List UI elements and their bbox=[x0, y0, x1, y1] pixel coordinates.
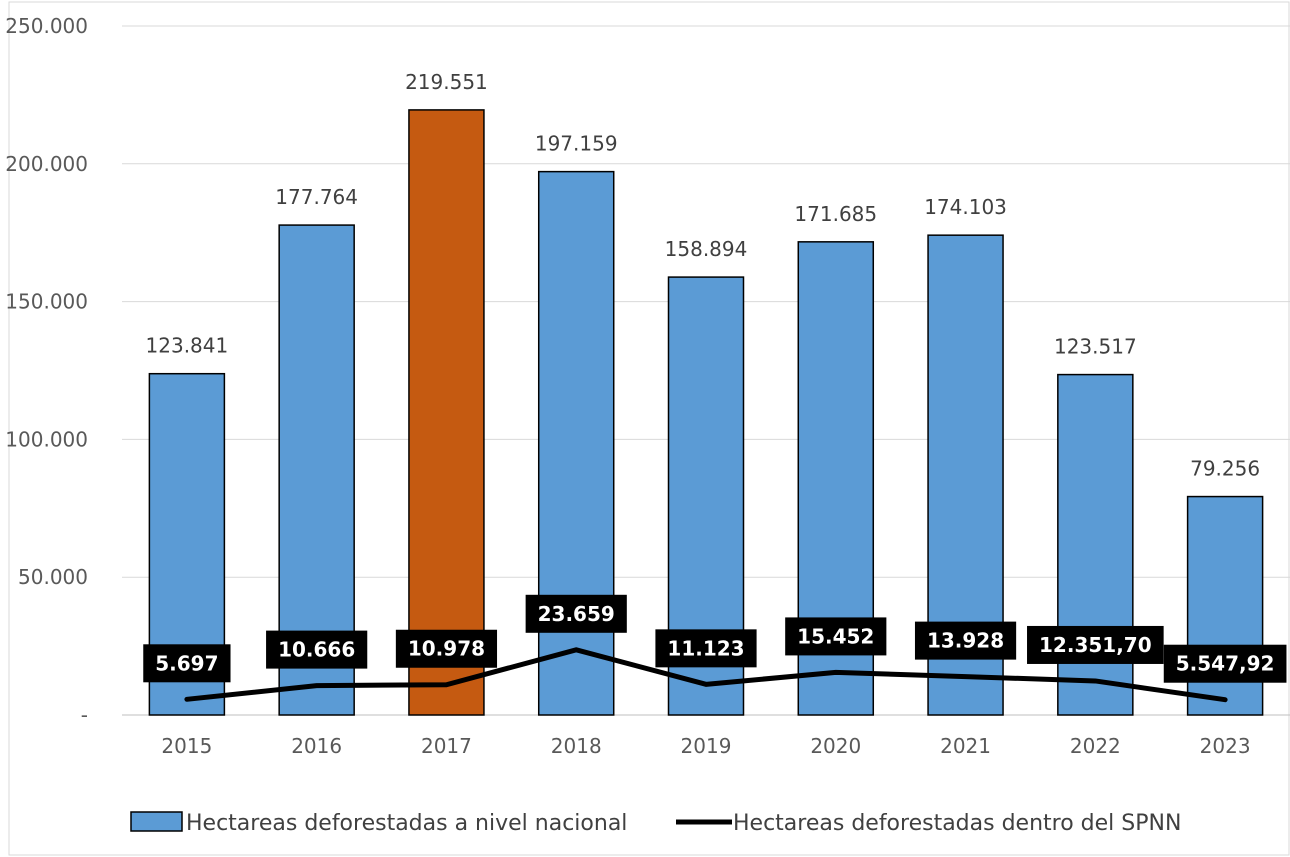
x-tick-label: 2015 bbox=[161, 734, 212, 758]
legend-swatch-bars bbox=[130, 811, 183, 832]
line-value-label: 10.666 bbox=[266, 630, 368, 669]
x-axis: 2015 2016 2017 2018 2019 2020 2021 2022 2023 bbox=[161, 734, 1250, 758]
line-label-text: 10.978 bbox=[408, 637, 485, 661]
line-value-label: 13.928 bbox=[914, 621, 1017, 660]
line-label-text: 11.123 bbox=[667, 636, 744, 660]
y-tick-label: 150.000 bbox=[5, 290, 88, 314]
x-tick-label: 2021 bbox=[940, 734, 991, 758]
line-path bbox=[184, 647, 1228, 703]
line-value-label: 5.697 bbox=[143, 644, 231, 683]
line-data-labels: 5.697 10.666 10.978 23.659 11.123 15.452 13.92… bbox=[143, 594, 1287, 683]
line-label-background bbox=[655, 629, 757, 668]
legend-label-line: Hectareas deforestadas dentro del SPNN bbox=[733, 811, 1181, 836]
x-tick-label: 2017 bbox=[421, 734, 472, 758]
legend: Hectareas deforestadas a nivel nacional … bbox=[130, 811, 1181, 836]
line-label-text: 23.659 bbox=[538, 602, 615, 626]
line-label-background bbox=[1163, 644, 1287, 683]
x-tick-label: 2016 bbox=[291, 734, 342, 758]
line-value-label: 5.547,92 bbox=[1163, 644, 1287, 683]
line-value-label: 15.452 bbox=[785, 617, 887, 656]
bar-data-labels: 123.841 177.764 219.551 197.159 158.894 171.6… bbox=[146, 70, 1261, 481]
line-value-label: 10.978 bbox=[395, 629, 498, 668]
line-label-background bbox=[143, 644, 231, 683]
x-tick-label: 2019 bbox=[681, 734, 732, 758]
line-label-text: 15.452 bbox=[797, 624, 874, 648]
y-tick-label: - bbox=[81, 703, 88, 727]
bar-value-label: 219.551 bbox=[405, 70, 488, 94]
line-label-text: 13.928 bbox=[927, 629, 1004, 653]
line-label-text: 5.697 bbox=[155, 651, 218, 675]
bar-value-label: 197.159 bbox=[535, 132, 618, 156]
legend-label-bars: Hectareas deforestadas a nivel nacional bbox=[186, 811, 627, 836]
line-value-label: 11.123 bbox=[655, 629, 757, 668]
bar-value-label: 79.256 bbox=[1190, 457, 1260, 481]
x-tick-label: 2023 bbox=[1200, 734, 1251, 758]
line-label-background bbox=[785, 617, 887, 656]
line-value-label: 23.659 bbox=[525, 594, 627, 633]
line-label-text: 5.547,92 bbox=[1176, 652, 1275, 676]
y-tick-label: 100.000 bbox=[5, 427, 88, 451]
line-label-background bbox=[525, 594, 627, 633]
x-tick-label: 2022 bbox=[1070, 734, 1121, 758]
line-label-text: 12.351,70 bbox=[1039, 633, 1152, 657]
bar bbox=[537, 170, 615, 716]
line-label-text: 10.666 bbox=[278, 638, 355, 662]
line-series bbox=[184, 647, 1228, 703]
line-label-background bbox=[266, 630, 368, 669]
bar-value-label: 123.517 bbox=[1054, 335, 1137, 359]
line-label-background bbox=[914, 621, 1017, 660]
bar-value-label: 123.841 bbox=[146, 334, 229, 358]
line-label-background bbox=[395, 629, 498, 668]
bar-value-label: 171.685 bbox=[794, 202, 877, 226]
bar bbox=[408, 109, 485, 716]
x-tick-label: 2018 bbox=[551, 734, 602, 758]
y-tick-label: 50.000 bbox=[18, 565, 88, 589]
y-tick-label: 250.000 bbox=[5, 14, 88, 38]
line-label-background bbox=[1027, 625, 1164, 664]
bar-value-label: 158.894 bbox=[665, 237, 748, 261]
y-tick-label: 200.000 bbox=[5, 152, 88, 176]
bar-value-label: 174.103 bbox=[924, 195, 1007, 219]
bar-value-label: 177.764 bbox=[275, 185, 358, 209]
x-tick-label: 2020 bbox=[810, 734, 861, 758]
line-value-label: 12.351,70 bbox=[1027, 625, 1164, 664]
y-axis: - 50.000 100.000 150.000 200.000 250.000 bbox=[5, 14, 88, 727]
